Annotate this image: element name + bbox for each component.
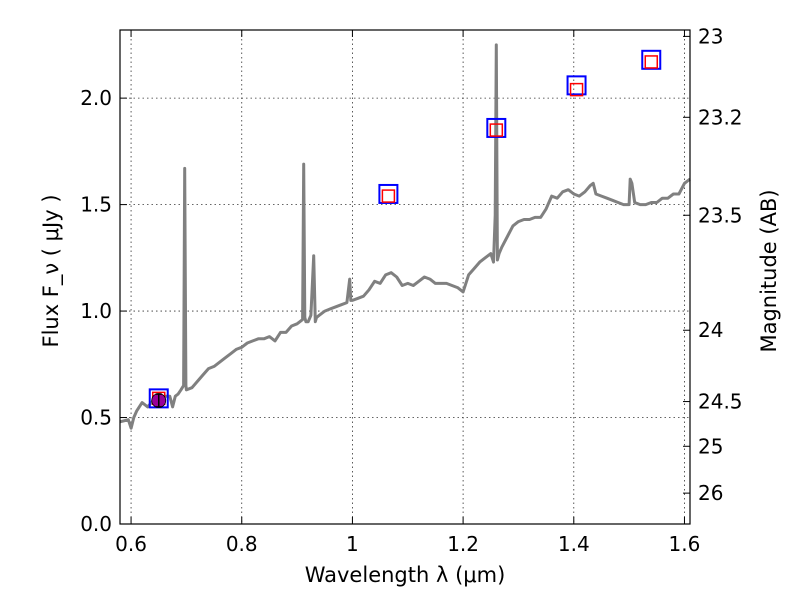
y2-tick-label: 23.2 [698, 105, 743, 129]
plot-frame [119, 29, 691, 525]
x-tick-label: 1.4 [558, 532, 590, 556]
model-flux-box [381, 189, 396, 203]
y-tick-label: 1.5 [80, 193, 112, 217]
model-flux-box [489, 123, 504, 137]
x-axis-label: Wavelength λ (μm) [305, 563, 506, 587]
x-tick-label: 0.8 [226, 532, 258, 556]
y2-axis-label: Magnitude (AB) [757, 189, 781, 352]
x-tick-label: 1 [346, 532, 359, 556]
y2-tick-label: 26 [698, 481, 723, 505]
observed-flux-box [378, 183, 399, 204]
ticks-layer: 0.6 0.8 1 1.2 1.4 1.6 0.0 0.5 1.0 1.5 2.0 23 23.2 23.… [80, 24, 742, 556]
y2-tick-label: 23 [698, 24, 723, 48]
observed-flux-box [566, 75, 587, 96]
y2-tick-label: 24.5 [698, 390, 743, 414]
markers-layer [148, 49, 662, 409]
x-tick-label: 1.6 [669, 532, 701, 556]
model-flux-box [644, 55, 659, 69]
y-tick-label: 0.5 [80, 406, 112, 430]
model-flux-box [569, 82, 584, 97]
x-tick-label: 0.6 [115, 532, 147, 556]
y-axis-label: Flux F_ν ( μJy ) [39, 194, 64, 347]
observed-flux-box [486, 117, 507, 138]
y-tick-label: 2.0 [80, 86, 112, 110]
y2-tick-label: 23.5 [698, 203, 743, 227]
spectrum-line [119, 43, 691, 430]
observed-flux-box [641, 49, 662, 70]
series-layer [119, 43, 691, 430]
y2-tick-label: 25 [698, 434, 723, 458]
x-tick-label: 1.2 [447, 532, 479, 556]
y2-tick-label: 24 [698, 318, 723, 342]
grid [120, 30, 690, 525]
y-tick-label: 0.0 [80, 512, 112, 536]
y-tick-label: 1.0 [80, 299, 112, 323]
